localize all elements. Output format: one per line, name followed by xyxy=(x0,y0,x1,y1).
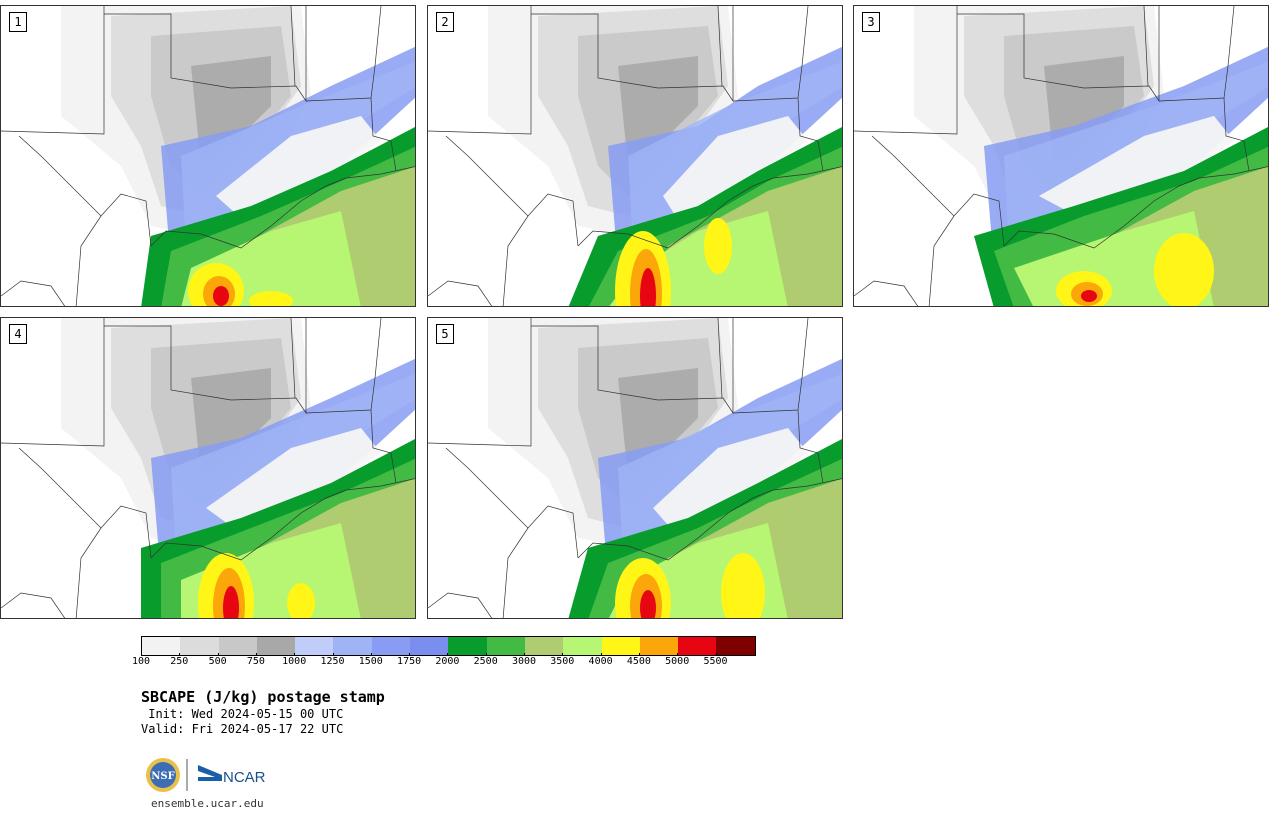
colorbar-tick-label: 2000 xyxy=(435,656,460,667)
map-panel-3: 3 xyxy=(853,5,1269,307)
map-canvas xyxy=(1,318,415,618)
colorbar-tick-label: 3500 xyxy=(550,656,575,667)
chart-title: SBCAPE (J/kg) postage stamp xyxy=(141,688,385,706)
colorbar-swatch xyxy=(486,637,525,655)
colorbar-swatch xyxy=(448,637,487,655)
valid-time: Valid: Fri 2024-05-17 22 UTC xyxy=(141,722,344,736)
colorbar-ticks: 100 250 500 750 1000 1250 1500 1750 2000 2500 3000… xyxy=(132,653,761,672)
panel-number-label: 3 xyxy=(862,12,880,32)
colorbar-tick-label: 5000 xyxy=(665,656,690,667)
ncar-logo: NCAR xyxy=(198,765,266,786)
colorbar-swatch xyxy=(639,637,679,655)
colorbar-tick-label: 5500 xyxy=(703,656,728,667)
colorbar-swatch xyxy=(716,637,755,655)
panel-number-label: 4 xyxy=(9,324,27,344)
colorbar-tick-label: 1000 xyxy=(282,656,307,667)
website-url: ensemble.ucar.edu xyxy=(151,797,264,810)
colorbar-tick-label: 1250 xyxy=(320,656,345,667)
panel-number-label: 2 xyxy=(436,12,454,32)
colorbar-tick-label: 100 xyxy=(131,656,151,667)
ncar-text: NCAR xyxy=(223,769,266,786)
map-panel-1: 1 xyxy=(0,5,416,307)
panel-number-label: 1 xyxy=(9,12,27,32)
map-panel-5: 5 xyxy=(427,317,843,619)
panel-number-label: 5 xyxy=(436,324,454,344)
colorbar-swatch xyxy=(678,637,717,655)
colorbar-tick-label: 4500 xyxy=(626,656,651,667)
colorbar-swatch xyxy=(563,637,602,655)
colorbar-tick-label: 1750 xyxy=(397,656,422,667)
colorbar-swatch xyxy=(371,637,411,655)
colorbar-swatch xyxy=(601,637,640,655)
colorbar-tick-label: 4000 xyxy=(588,656,613,667)
colorbar-swatch xyxy=(142,637,181,655)
colorbar-tick-label: 2500 xyxy=(473,656,498,667)
colorbar-swatch xyxy=(218,637,257,655)
colorbar-swatch xyxy=(333,637,372,655)
colorbar-swatch xyxy=(180,637,219,655)
colorbar-tick-label: 1500 xyxy=(358,656,383,667)
map-canvas xyxy=(854,6,1268,306)
colorbar-tick-label: 750 xyxy=(246,656,265,667)
map-canvas xyxy=(428,318,842,618)
logos: NSF NCAR xyxy=(146,758,266,792)
map-canvas xyxy=(1,6,415,306)
colorbar-swatch xyxy=(295,637,334,655)
init-time: Init: Wed 2024-05-15 00 UTC xyxy=(141,707,344,721)
map-panel-2: 2 xyxy=(427,5,843,307)
colorbar-tick-label: 500 xyxy=(208,656,227,667)
colorbar xyxy=(141,636,756,656)
colorbar-tick-label: 250 xyxy=(170,656,189,667)
colorbar-tick-label: 3000 xyxy=(511,656,537,667)
colorbar-swatch xyxy=(524,637,564,655)
nsf-logo: NSF xyxy=(146,758,180,792)
nsf-text: NSF xyxy=(151,771,174,782)
map-panel-4: 4 xyxy=(0,317,416,619)
colorbar-swatch xyxy=(256,637,296,655)
colorbar-swatch xyxy=(410,637,449,655)
map-canvas xyxy=(428,6,842,306)
